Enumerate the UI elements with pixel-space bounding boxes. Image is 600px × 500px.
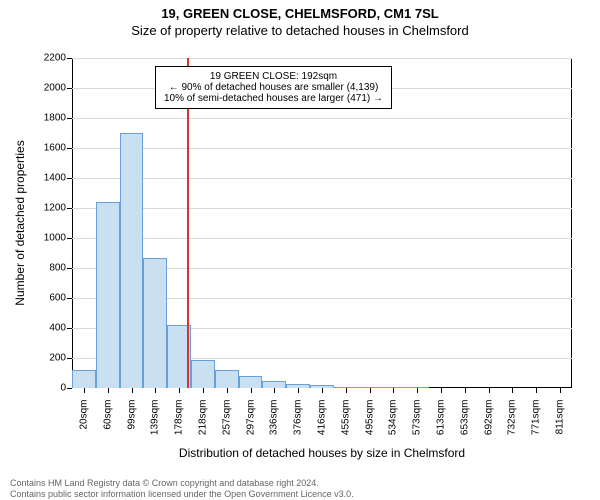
- x-tick-mark: [132, 388, 133, 393]
- x-axis-label: Distribution of detached houses by size …: [179, 446, 465, 460]
- grid-line: [72, 178, 572, 179]
- histogram-chart: 0200400600800100012001400160018002000220…: [72, 58, 572, 388]
- annotation-line: ← 90% of detached houses are smaller (4,…: [164, 82, 383, 93]
- x-tick-mark: [512, 388, 513, 393]
- histogram-bar: [262, 381, 286, 389]
- title-main: 19, GREEN CLOSE, CHELMSFORD, CM1 7SL: [0, 6, 600, 21]
- x-tick-mark: [179, 388, 180, 393]
- histogram-bar: [120, 133, 144, 388]
- x-tick-label: 297sqm: [245, 400, 256, 436]
- x-tick-mark: [560, 388, 561, 393]
- x-tick-label: 99sqm: [126, 400, 137, 430]
- grid-line: [72, 58, 572, 59]
- page: 19, GREEN CLOSE, CHELMSFORD, CM1 7SL Siz…: [0, 6, 600, 500]
- x-tick-label: 178sqm: [174, 400, 185, 436]
- x-tick-mark: [155, 388, 156, 393]
- grid-line: [72, 148, 572, 149]
- x-tick-label: 139sqm: [150, 400, 161, 436]
- x-tick-mark: [274, 388, 275, 393]
- histogram-bar: [143, 258, 167, 389]
- x-tick-label: 455sqm: [340, 400, 351, 436]
- x-tick-label: 257sqm: [221, 400, 232, 436]
- y-tick-label: 1400: [44, 173, 72, 184]
- annotation-box: 19 GREEN CLOSE: 192sqm← 90% of detached …: [155, 66, 392, 109]
- x-tick-mark: [322, 388, 323, 393]
- x-tick-label: 613sqm: [436, 400, 447, 436]
- x-tick-label: 336sqm: [269, 400, 280, 436]
- x-tick-label: 732sqm: [507, 400, 518, 436]
- grid-line: [72, 208, 572, 209]
- x-tick-mark: [203, 388, 204, 393]
- x-tick-mark: [393, 388, 394, 393]
- y-tick-label: 2200: [44, 53, 72, 64]
- y-tick-label: 1200: [44, 203, 72, 214]
- histogram-bar: [239, 376, 263, 388]
- y-tick-label: 600: [49, 293, 72, 304]
- footer-line: Contains public sector information licen…: [10, 489, 354, 500]
- x-tick-mark: [227, 388, 228, 393]
- grid-line: [72, 238, 572, 239]
- annotation-line: 19 GREEN CLOSE: 192sqm: [164, 71, 383, 82]
- histogram-bar: [191, 360, 215, 389]
- x-tick-mark: [370, 388, 371, 393]
- y-tick-label: 1000: [44, 233, 72, 244]
- chart-border-right: [571, 58, 572, 388]
- x-tick-label: 376sqm: [293, 400, 304, 436]
- annotation-line: 10% of semi-detached houses are larger (…: [164, 93, 383, 104]
- y-axis-label: Number of detached properties: [13, 140, 27, 305]
- histogram-bar: [215, 370, 239, 388]
- x-tick-label: 495sqm: [364, 400, 375, 436]
- histogram-bar: [72, 370, 96, 388]
- title-sub: Size of property relative to detached ho…: [0, 23, 600, 38]
- y-tick-label: 0: [60, 383, 72, 394]
- x-tick-mark: [417, 388, 418, 393]
- footer: Contains HM Land Registry data © Crown c…: [10, 478, 354, 500]
- x-tick-label: 218sqm: [197, 400, 208, 436]
- x-tick-label: 653sqm: [459, 400, 470, 436]
- x-tick-mark: [251, 388, 252, 393]
- x-tick-mark: [298, 388, 299, 393]
- grid-line: [72, 118, 572, 119]
- y-tick-label: 1800: [44, 113, 72, 124]
- y-tick-label: 2000: [44, 83, 72, 94]
- x-tick-mark: [536, 388, 537, 393]
- x-tick-mark: [84, 388, 85, 393]
- x-tick-label: 60sqm: [102, 400, 113, 430]
- x-tick-mark: [346, 388, 347, 393]
- x-tick-label: 811sqm: [555, 400, 566, 435]
- x-tick-mark: [441, 388, 442, 393]
- x-tick-label: 534sqm: [388, 400, 399, 436]
- x-tick-label: 416sqm: [317, 400, 328, 436]
- x-tick-mark: [108, 388, 109, 393]
- x-tick-label: 771sqm: [531, 400, 542, 436]
- y-axis-line: [72, 58, 73, 388]
- y-tick-label: 200: [49, 353, 72, 364]
- y-tick-label: 1600: [44, 143, 72, 154]
- x-tick-mark: [489, 388, 490, 393]
- footer-line: Contains HM Land Registry data © Crown c…: [10, 478, 354, 489]
- y-tick-label: 800: [49, 263, 72, 274]
- x-tick-label: 573sqm: [412, 400, 423, 436]
- x-tick-mark: [465, 388, 466, 393]
- y-tick-label: 400: [49, 323, 72, 334]
- histogram-bar: [96, 202, 120, 388]
- x-tick-label: 20sqm: [78, 400, 89, 430]
- x-tick-label: 692sqm: [483, 400, 494, 436]
